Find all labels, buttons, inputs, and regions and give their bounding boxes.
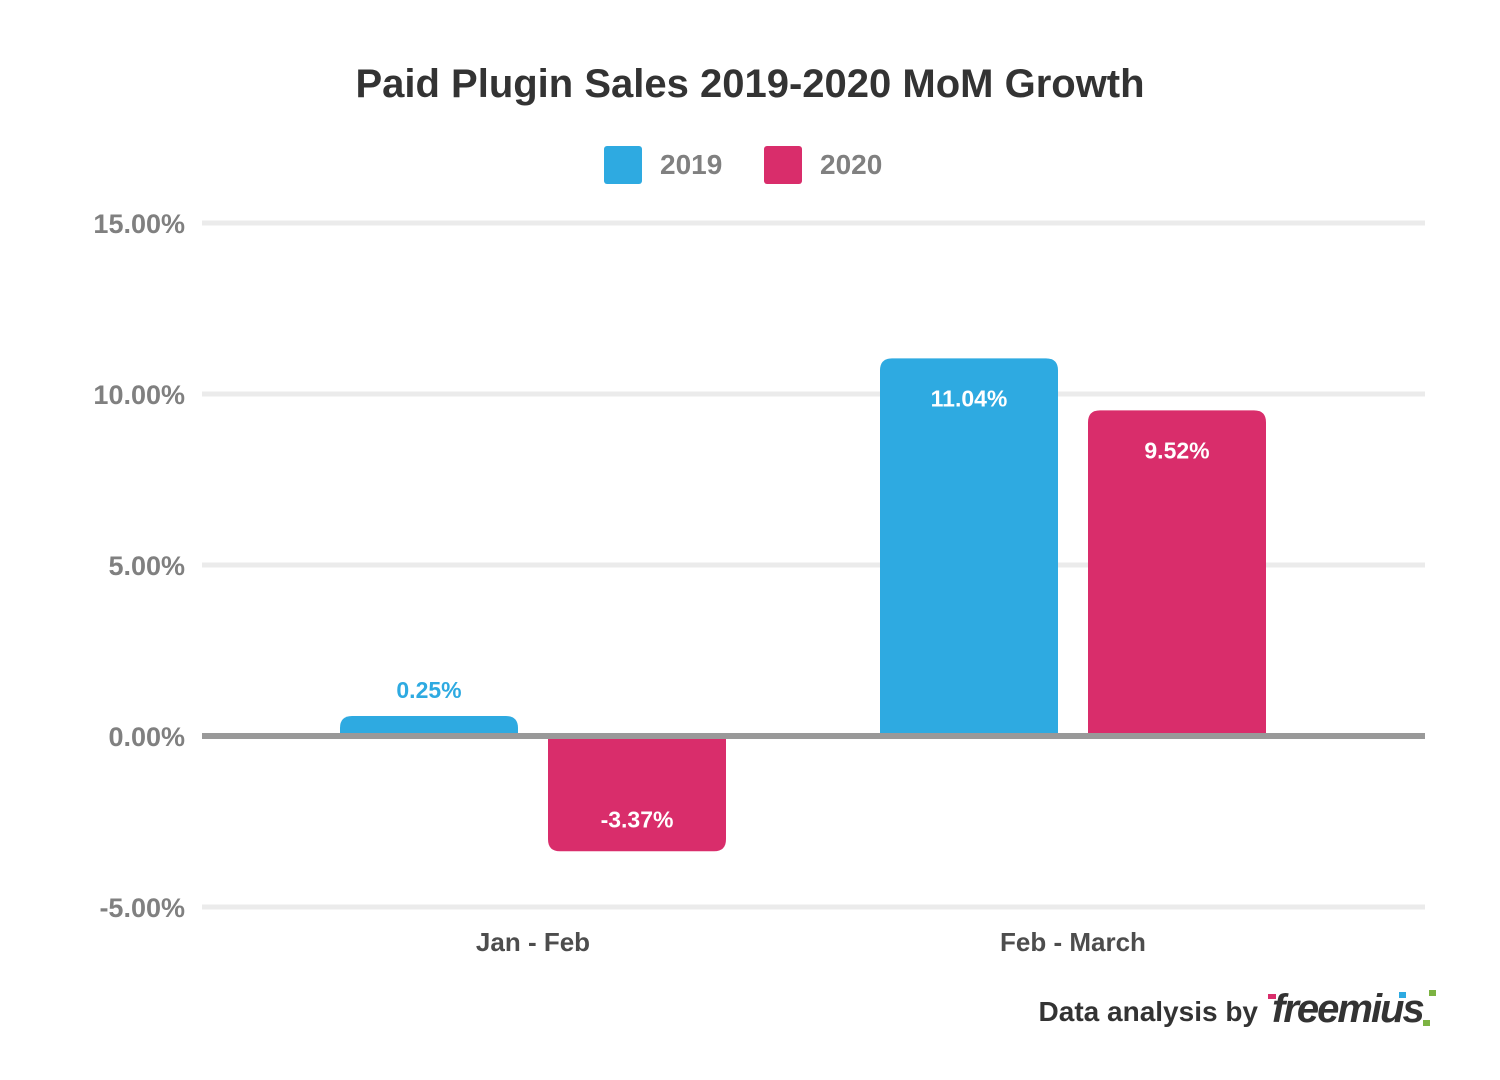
bar-2020-1: [1088, 410, 1266, 736]
x-category-label: Jan - Feb: [476, 927, 590, 957]
data-label: 9.52%: [1144, 437, 1209, 463]
y-tick-label: -5.00%: [99, 893, 185, 923]
y-axis-ticks: 15.00% 10.00% 5.00% 0.00% -5.00%: [93, 209, 185, 923]
freemius-logo: freemius: [1268, 987, 1436, 1031]
data-label: 11.04%: [931, 385, 1008, 411]
legend-label-2020: 2020: [820, 149, 882, 180]
legend-label-2019: 2019: [660, 149, 722, 180]
bar-2019-0: [340, 716, 518, 736]
chart-title: Paid Plugin Sales 2019-2020 MoM Growth: [355, 62, 1144, 106]
y-tick-label: 0.00%: [108, 722, 185, 752]
data-label: 0.25%: [396, 677, 461, 703]
logo-dot-green-bottom: [1423, 1020, 1430, 1026]
bar-2019-1: [880, 358, 1058, 736]
logo-dot-pink: [1268, 994, 1276, 999]
y-tick-label: 10.00%: [93, 380, 185, 410]
gridlines: [202, 220, 1425, 910]
legend-swatch-2020: [764, 146, 802, 184]
data-labels: 0.25% -3.37% 11.04% 9.52%: [396, 385, 1209, 832]
logo-dot-green: [1429, 990, 1436, 996]
legend-swatch-2019: [604, 146, 642, 184]
bar-2020-0: [548, 736, 726, 852]
brand-logo-text: freemius: [1272, 987, 1423, 1031]
x-category-label: Feb - March: [1000, 927, 1146, 957]
logo-dot-blue: [1399, 992, 1406, 998]
legend: 2019 2020: [604, 146, 882, 184]
x-axis-categories: Jan - Feb Feb - March: [476, 927, 1146, 957]
credit-text: Data analysis by: [1039, 996, 1259, 1027]
data-label: -3.37%: [601, 806, 674, 832]
y-tick-label: 15.00%: [93, 209, 185, 239]
y-tick-label: 5.00%: [108, 551, 185, 581]
bars: [340, 358, 1266, 852]
